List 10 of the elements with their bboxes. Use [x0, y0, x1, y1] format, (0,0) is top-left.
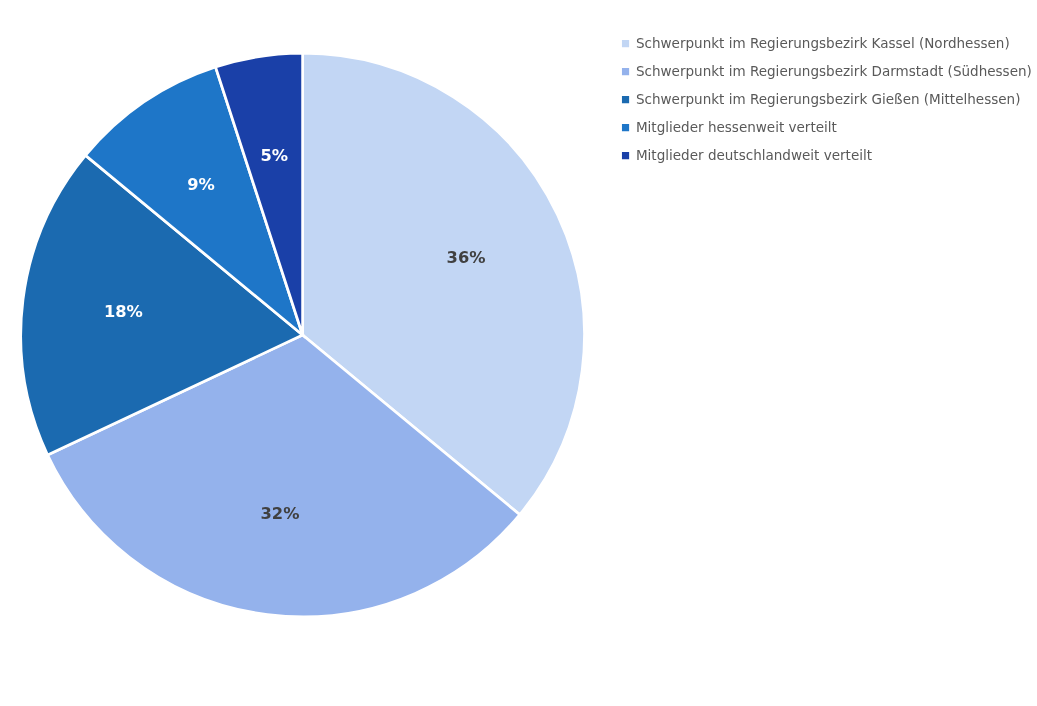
data-label: 5%: [260, 146, 289, 166]
data-label: 36%: [446, 247, 486, 267]
data-label: 32%: [260, 503, 300, 523]
data-label: 18%: [103, 301, 143, 321]
legend-label: Mitglieder deutschlandweit verteilt: [635, 147, 873, 164]
data-label: 9%: [187, 175, 215, 195]
legend-label: Mitglieder hessenweit verteilt: [635, 119, 837, 136]
legend-label: Schwerpunkt im Regierungsbezirk Darmstadt (Südhessen): [635, 63, 1032, 80]
legend-label: Schwerpunkt im Regierungsbezirk Kassel (Nordhessen): [635, 35, 1010, 52]
legend-label: Schwerpunkt im Regierungsbezirk Gießen (Mittelhessen): [635, 91, 1021, 108]
